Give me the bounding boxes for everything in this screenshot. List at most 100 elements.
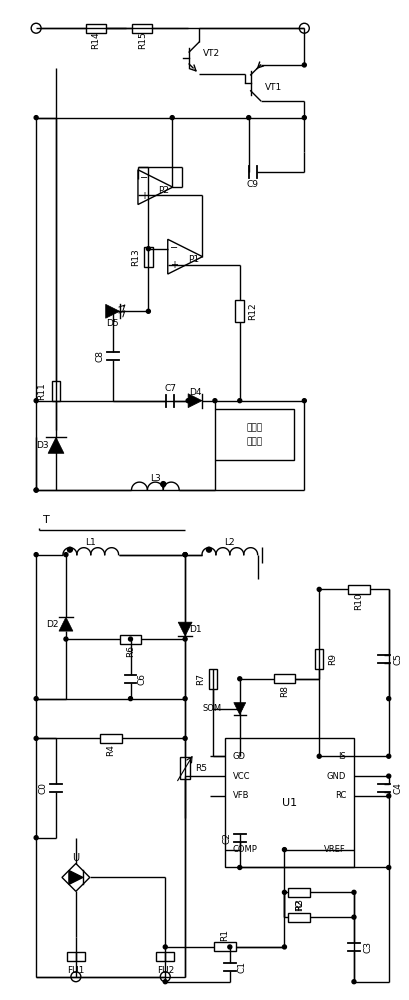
- Circle shape: [34, 488, 38, 492]
- Circle shape: [238, 677, 242, 681]
- Circle shape: [238, 707, 242, 711]
- Text: R2: R2: [295, 899, 304, 911]
- Circle shape: [207, 547, 211, 552]
- Circle shape: [34, 697, 38, 701]
- Text: R10: R10: [355, 592, 364, 610]
- Circle shape: [352, 980, 356, 984]
- Text: COMP: COMP: [233, 845, 258, 854]
- Bar: [156, 952, 174, 961]
- Circle shape: [247, 116, 251, 120]
- Circle shape: [283, 890, 286, 894]
- Circle shape: [146, 247, 151, 251]
- Circle shape: [387, 794, 391, 798]
- Circle shape: [128, 637, 133, 641]
- Circle shape: [283, 848, 286, 852]
- Text: R7: R7: [196, 673, 206, 685]
- Circle shape: [34, 836, 38, 840]
- Polygon shape: [59, 617, 73, 631]
- Text: C8: C8: [95, 350, 104, 362]
- Circle shape: [170, 116, 174, 120]
- Text: +: +: [170, 260, 178, 270]
- Text: GND: GND: [327, 772, 346, 781]
- Circle shape: [387, 774, 391, 778]
- Bar: [288, 913, 310, 922]
- Bar: [274, 674, 295, 683]
- Circle shape: [163, 980, 167, 984]
- Text: GD: GD: [233, 752, 246, 761]
- Circle shape: [387, 754, 391, 758]
- Text: R14: R14: [91, 31, 100, 49]
- Text: L1: L1: [85, 538, 96, 547]
- Polygon shape: [234, 703, 246, 715]
- Bar: [225, 738, 354, 867]
- Polygon shape: [178, 622, 192, 636]
- Text: SOM: SOM: [203, 704, 222, 713]
- Circle shape: [387, 866, 391, 869]
- Bar: [348, 585, 370, 594]
- Text: D2: D2: [46, 620, 58, 629]
- Text: R15: R15: [138, 31, 147, 49]
- Bar: [119, 635, 142, 644]
- Bar: [209, 669, 217, 689]
- Text: −: −: [170, 243, 178, 253]
- Text: RC: RC: [335, 791, 346, 800]
- Text: D5: D5: [106, 319, 119, 328]
- Circle shape: [317, 754, 321, 758]
- Circle shape: [146, 309, 151, 313]
- Circle shape: [183, 553, 187, 557]
- Bar: [52, 381, 61, 401]
- Text: R12: R12: [248, 302, 257, 320]
- Text: IS: IS: [338, 752, 346, 761]
- Text: VCC: VCC: [233, 772, 250, 781]
- Bar: [133, 24, 153, 33]
- Bar: [235, 300, 244, 322]
- Text: L2: L2: [225, 538, 235, 547]
- Circle shape: [34, 399, 38, 403]
- Circle shape: [302, 399, 306, 403]
- Text: P2: P2: [158, 186, 169, 195]
- Circle shape: [283, 945, 286, 949]
- Text: R3: R3: [295, 898, 304, 910]
- Text: VREF: VREF: [324, 845, 346, 854]
- Circle shape: [186, 399, 190, 403]
- Text: VT1: VT1: [265, 83, 282, 92]
- Text: 线性驱: 线性驱: [247, 423, 263, 432]
- Text: T: T: [43, 515, 49, 525]
- Bar: [67, 952, 85, 961]
- Polygon shape: [48, 437, 64, 453]
- Circle shape: [302, 63, 306, 67]
- Circle shape: [34, 488, 38, 492]
- Text: R6: R6: [126, 645, 135, 657]
- Circle shape: [183, 553, 187, 557]
- Text: U: U: [72, 853, 79, 863]
- Circle shape: [163, 945, 167, 949]
- Circle shape: [64, 553, 68, 557]
- Text: R13: R13: [131, 248, 140, 266]
- Text: R4: R4: [106, 744, 115, 756]
- Text: C3: C3: [363, 941, 372, 953]
- Circle shape: [111, 309, 115, 313]
- Text: +: +: [140, 191, 148, 201]
- Text: D4: D4: [189, 388, 201, 397]
- Circle shape: [183, 553, 187, 557]
- Circle shape: [34, 553, 38, 557]
- Text: C5: C5: [393, 653, 402, 665]
- Text: D3: D3: [36, 441, 48, 450]
- Circle shape: [67, 547, 72, 552]
- Text: C2: C2: [222, 832, 231, 844]
- Circle shape: [183, 637, 187, 641]
- Text: R9: R9: [328, 653, 337, 665]
- Circle shape: [228, 945, 232, 949]
- Text: C1: C1: [237, 961, 246, 973]
- Text: 动电路: 动电路: [247, 437, 263, 446]
- Text: R8: R8: [280, 685, 289, 697]
- Text: VFB: VFB: [233, 791, 249, 800]
- Text: C9: C9: [247, 180, 258, 189]
- Polygon shape: [188, 394, 202, 408]
- Circle shape: [183, 697, 187, 701]
- Bar: [86, 24, 106, 33]
- Bar: [288, 888, 310, 897]
- Circle shape: [387, 697, 391, 701]
- Text: C6: C6: [138, 673, 147, 685]
- Text: P1: P1: [188, 255, 199, 264]
